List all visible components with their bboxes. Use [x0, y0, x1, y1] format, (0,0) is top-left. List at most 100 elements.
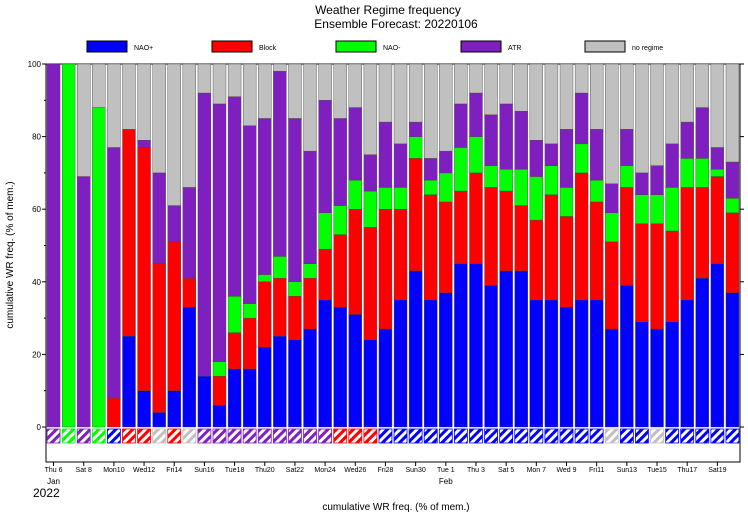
- bar-8: [167, 63, 182, 444]
- dominant-regime-cell-30: [499, 428, 514, 444]
- dominant-regime-cell-18: [318, 428, 332, 444]
- dominant-regime-cell-38: [619, 428, 634, 444]
- x-tick-label-19: Sun13: [617, 467, 637, 474]
- bar-segment-atr-7: [152, 172, 166, 264]
- bar-segment-block-33: [544, 194, 559, 301]
- y-axis: 0 20 40 60 80 100: [28, 60, 744, 432]
- bar-44: [710, 63, 725, 444]
- bar-segment-atr-17: [303, 150, 317, 264]
- bar-segment-atr-34: [559, 129, 574, 188]
- bar-24: [408, 63, 423, 444]
- bar-segment-nao--43: [695, 277, 709, 428]
- bar-segment-block-14: [258, 281, 272, 348]
- bar-segment-block-21: [363, 227, 378, 341]
- bar-segment-nao--11: [212, 361, 227, 377]
- bar-segment-no-regime-10: [197, 63, 212, 94]
- x-tick-label-11: Fri28: [377, 467, 393, 474]
- bar-segment-block-31: [514, 205, 528, 272]
- bar-segment-nao--5: [122, 336, 136, 428]
- bar-segment-atr-16: [288, 118, 302, 283]
- dominant-regime-cell-1: [61, 428, 76, 444]
- dominant-regime-cell-9: [182, 428, 197, 444]
- bar-segment-atr-36: [589, 129, 604, 181]
- bar-segment-nao--21: [363, 190, 378, 228]
- bar-36: [589, 63, 604, 444]
- bar-segment-nao--32: [529, 176, 544, 221]
- x-tick-label-18: Fri11: [589, 467, 605, 474]
- bar-segment-nao--11: [212, 405, 227, 428]
- bar-segment-block-22: [378, 208, 393, 330]
- dominant-regime-cell-23: [393, 428, 408, 444]
- bar-segment-nao--40: [650, 194, 664, 224]
- bar-segment-block-45: [725, 212, 740, 293]
- bar-7: [152, 63, 167, 444]
- bar-18: [318, 63, 332, 444]
- bar-29: [484, 63, 498, 444]
- bar-segment-nao--20: [348, 314, 362, 428]
- bar-segment-block-37: [605, 241, 619, 330]
- bar-segment-atr-31: [514, 110, 528, 170]
- bar-segment-block-36: [589, 201, 604, 301]
- bar-segment-nao--25: [424, 179, 438, 195]
- bar-segment-nao--12: [227, 368, 242, 428]
- bar-segment-no-regime-45: [725, 63, 740, 163]
- x-tick-label-4: Fri14: [166, 467, 182, 474]
- bar-segment-nao--41: [665, 187, 679, 232]
- bar-segment-nao--17: [303, 328, 317, 428]
- legend-swatch-nao-: [335, 40, 377, 53]
- bar-segment-block-30: [499, 190, 513, 272]
- bar-15: [272, 63, 287, 444]
- x-tick-label-16: Mon 7: [527, 467, 547, 474]
- bar-segment-no-regime-34: [559, 63, 574, 130]
- dominant-regime-cell-27: [454, 428, 468, 444]
- bar-33: [544, 63, 559, 444]
- y-tick-label-80: 80: [32, 133, 41, 142]
- x-tick-label-12: Sun30: [406, 467, 426, 474]
- bar-segment-no-regime-25: [424, 63, 438, 159]
- bar-segment-block-42: [680, 187, 694, 301]
- bar-segment-nao--31: [514, 169, 528, 206]
- bar-segment-atr-15: [273, 71, 287, 257]
- x-tick-label-21: Thu17: [677, 467, 697, 474]
- bar-segment-nao--35: [574, 143, 589, 174]
- bar-segment-block-4: [107, 397, 121, 428]
- bar-13: [242, 63, 257, 444]
- bar-segment-block-25: [424, 194, 438, 301]
- plot-frame: [45, 63, 741, 463]
- bar-segment-block-41: [665, 230, 679, 322]
- bar-segment-atr-22: [378, 121, 393, 188]
- bar-segment-atr-39: [635, 172, 649, 195]
- x-axis-label: cumulative WR freq. (% of mem.): [322, 502, 469, 513]
- bar-segment-nao--34: [559, 307, 574, 428]
- bar-segment-nao--17: [303, 263, 317, 279]
- bar-42: [680, 63, 695, 444]
- bar-segment-no-regime-27: [454, 63, 468, 105]
- bar-segment-nao--33: [544, 299, 559, 428]
- bar-segment-block-13: [242, 317, 257, 370]
- legend-swatch-block: [211, 40, 253, 53]
- bar-segment-block-6: [137, 147, 151, 391]
- bar-segment-nao--14: [258, 274, 272, 283]
- bar-segment-atr-11: [212, 103, 227, 362]
- bar-segment-block-44: [710, 176, 725, 264]
- bar-segment-no-regime-2: [77, 63, 91, 177]
- dominant-regime-cell-36: [589, 428, 604, 444]
- bar-25: [423, 63, 438, 444]
- dominant-regime-cell-39: [635, 428, 649, 444]
- bar-segment-atr-13: [242, 125, 257, 304]
- bar-6: [137, 63, 151, 444]
- bar-segment-no-regime-13: [242, 63, 257, 126]
- bar-segment-block-27: [454, 190, 468, 264]
- dominant-regime-cell-7: [152, 428, 167, 444]
- bar-segment-atr-45: [725, 161, 740, 199]
- bar-43: [695, 63, 710, 444]
- bar-segment-atr-30: [499, 103, 513, 170]
- bar-19: [333, 63, 348, 444]
- bar-segment-nao--29: [484, 285, 498, 428]
- legend-label-atr: ATR: [508, 45, 521, 52]
- bar-23: [393, 63, 408, 444]
- bar-17: [303, 63, 317, 444]
- bar-segment-nao--13: [242, 303, 257, 319]
- bar-segment-nao--27: [454, 263, 468, 428]
- bar-segment-nao--32: [529, 299, 544, 428]
